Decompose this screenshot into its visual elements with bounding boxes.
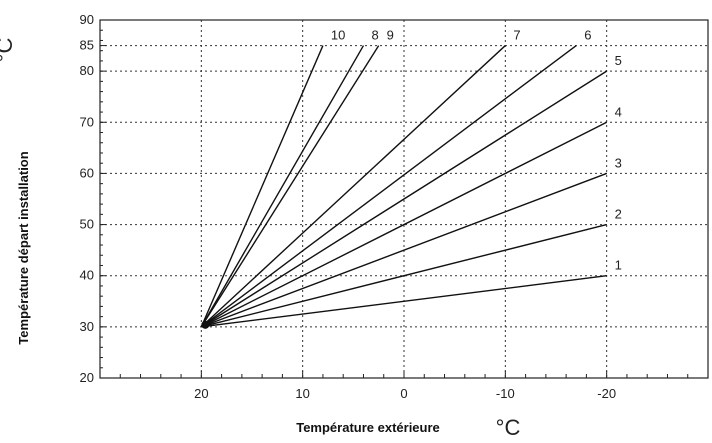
x-tick-label-0: 0 [400, 386, 407, 401]
curve-label-4: 4 [615, 104, 622, 119]
curve-line-6 [200, 45, 577, 328]
series-lines [200, 45, 608, 329]
curve-label-7: 7 [513, 28, 520, 43]
y-tick-label-90: 90 [80, 12, 94, 27]
tick-labels: 20 30 40 50 60 70 80 85 90 20 10 0 -10 -20 [80, 12, 617, 401]
curve-label-8: 8 [371, 28, 378, 43]
x-tick-label-20: 20 [194, 386, 208, 401]
y-unit-label: °C [0, 38, 17, 63]
curve-label-1: 1 [615, 258, 622, 273]
curve-label-3: 3 [615, 155, 622, 170]
origin-marker [201, 320, 210, 329]
y-tick-label-20: 20 [80, 370, 94, 385]
curve-line-7 [200, 45, 506, 328]
curve-line-3 [201, 172, 607, 328]
x-axis-title: Température extérieure [296, 420, 440, 435]
curve-line-10 [200, 45, 324, 328]
curve-label-2: 2 [615, 207, 622, 222]
curve-line-1 [201, 275, 607, 328]
curve-label-9: 9 [387, 28, 394, 43]
x-tick-label-10: 10 [295, 386, 309, 401]
curve-line-5 [200, 70, 608, 328]
curve-line-9 [200, 45, 380, 328]
y-tick-label-80: 80 [80, 63, 94, 78]
y-tick-label-70: 70 [80, 114, 94, 129]
y-tick-label-30: 30 [80, 319, 94, 334]
curve-label-5: 5 [615, 53, 622, 68]
y-tick-label-50: 50 [80, 217, 94, 232]
x-unit-label: °C [496, 415, 521, 440]
y-axis-title: Température départ installation [16, 151, 31, 344]
y-tick-label-40: 40 [80, 268, 94, 283]
axes [99, 19, 709, 379]
y-tick-label-85: 85 [80, 38, 94, 53]
curve-label-6: 6 [584, 28, 591, 43]
curve-line-4 [201, 121, 607, 328]
x-tick-label--20: -20 [597, 386, 616, 401]
curve-line-8 [200, 45, 365, 328]
y-tick-label-60: 60 [80, 165, 94, 180]
curve-labels: 1 2 3 4 5 6 7 8 9 10 [331, 28, 622, 273]
curve-label-10: 10 [331, 28, 345, 43]
curve-line-2 [201, 223, 607, 328]
x-tick-label--10: -10 [496, 386, 515, 401]
